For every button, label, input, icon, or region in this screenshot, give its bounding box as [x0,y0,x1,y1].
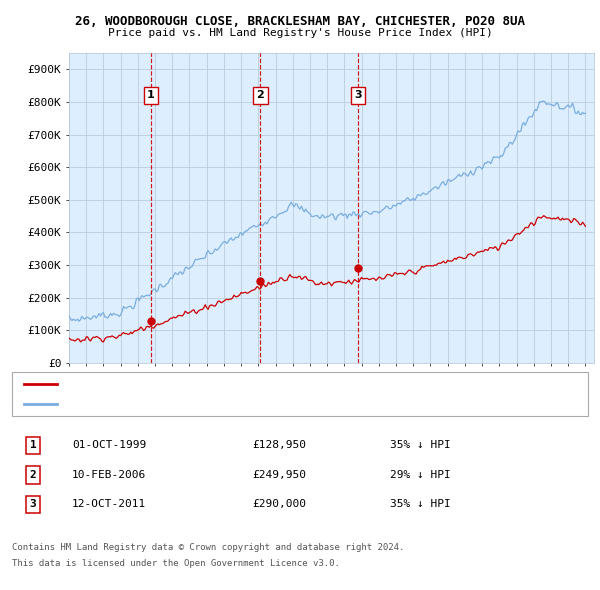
Text: HPI: Average price, detached house, Chichester: HPI: Average price, detached house, Chic… [63,399,350,408]
Text: £249,950: £249,950 [252,470,306,480]
Text: 26, WOODBOROUGH CLOSE, BRACKLESHAM BAY, CHICHESTER, PO20 8UA (detached ho: 26, WOODBOROUGH CLOSE, BRACKLESHAM BAY, … [63,379,519,389]
Text: £290,000: £290,000 [252,500,306,509]
Text: £128,950: £128,950 [252,441,306,450]
Text: 1: 1 [147,90,155,100]
Text: 35% ↓ HPI: 35% ↓ HPI [390,500,451,509]
Text: 12-OCT-2011: 12-OCT-2011 [72,500,146,509]
Text: 26, WOODBOROUGH CLOSE, BRACKLESHAM BAY, CHICHESTER, PO20 8UA: 26, WOODBOROUGH CLOSE, BRACKLESHAM BAY, … [75,15,525,28]
Text: 1: 1 [29,441,37,450]
Text: 01-OCT-1999: 01-OCT-1999 [72,441,146,450]
Text: 3: 3 [354,90,362,100]
Text: 29% ↓ HPI: 29% ↓ HPI [390,470,451,480]
Text: Price paid vs. HM Land Registry's House Price Index (HPI): Price paid vs. HM Land Registry's House … [107,28,493,38]
Text: 2: 2 [257,90,264,100]
Text: 10-FEB-2006: 10-FEB-2006 [72,470,146,480]
Text: 2: 2 [29,470,37,480]
Text: 3: 3 [29,500,37,509]
Text: Contains HM Land Registry data © Crown copyright and database right 2024.: Contains HM Land Registry data © Crown c… [12,543,404,552]
Text: 35% ↓ HPI: 35% ↓ HPI [390,441,451,450]
Text: This data is licensed under the Open Government Licence v3.0.: This data is licensed under the Open Gov… [12,559,340,568]
